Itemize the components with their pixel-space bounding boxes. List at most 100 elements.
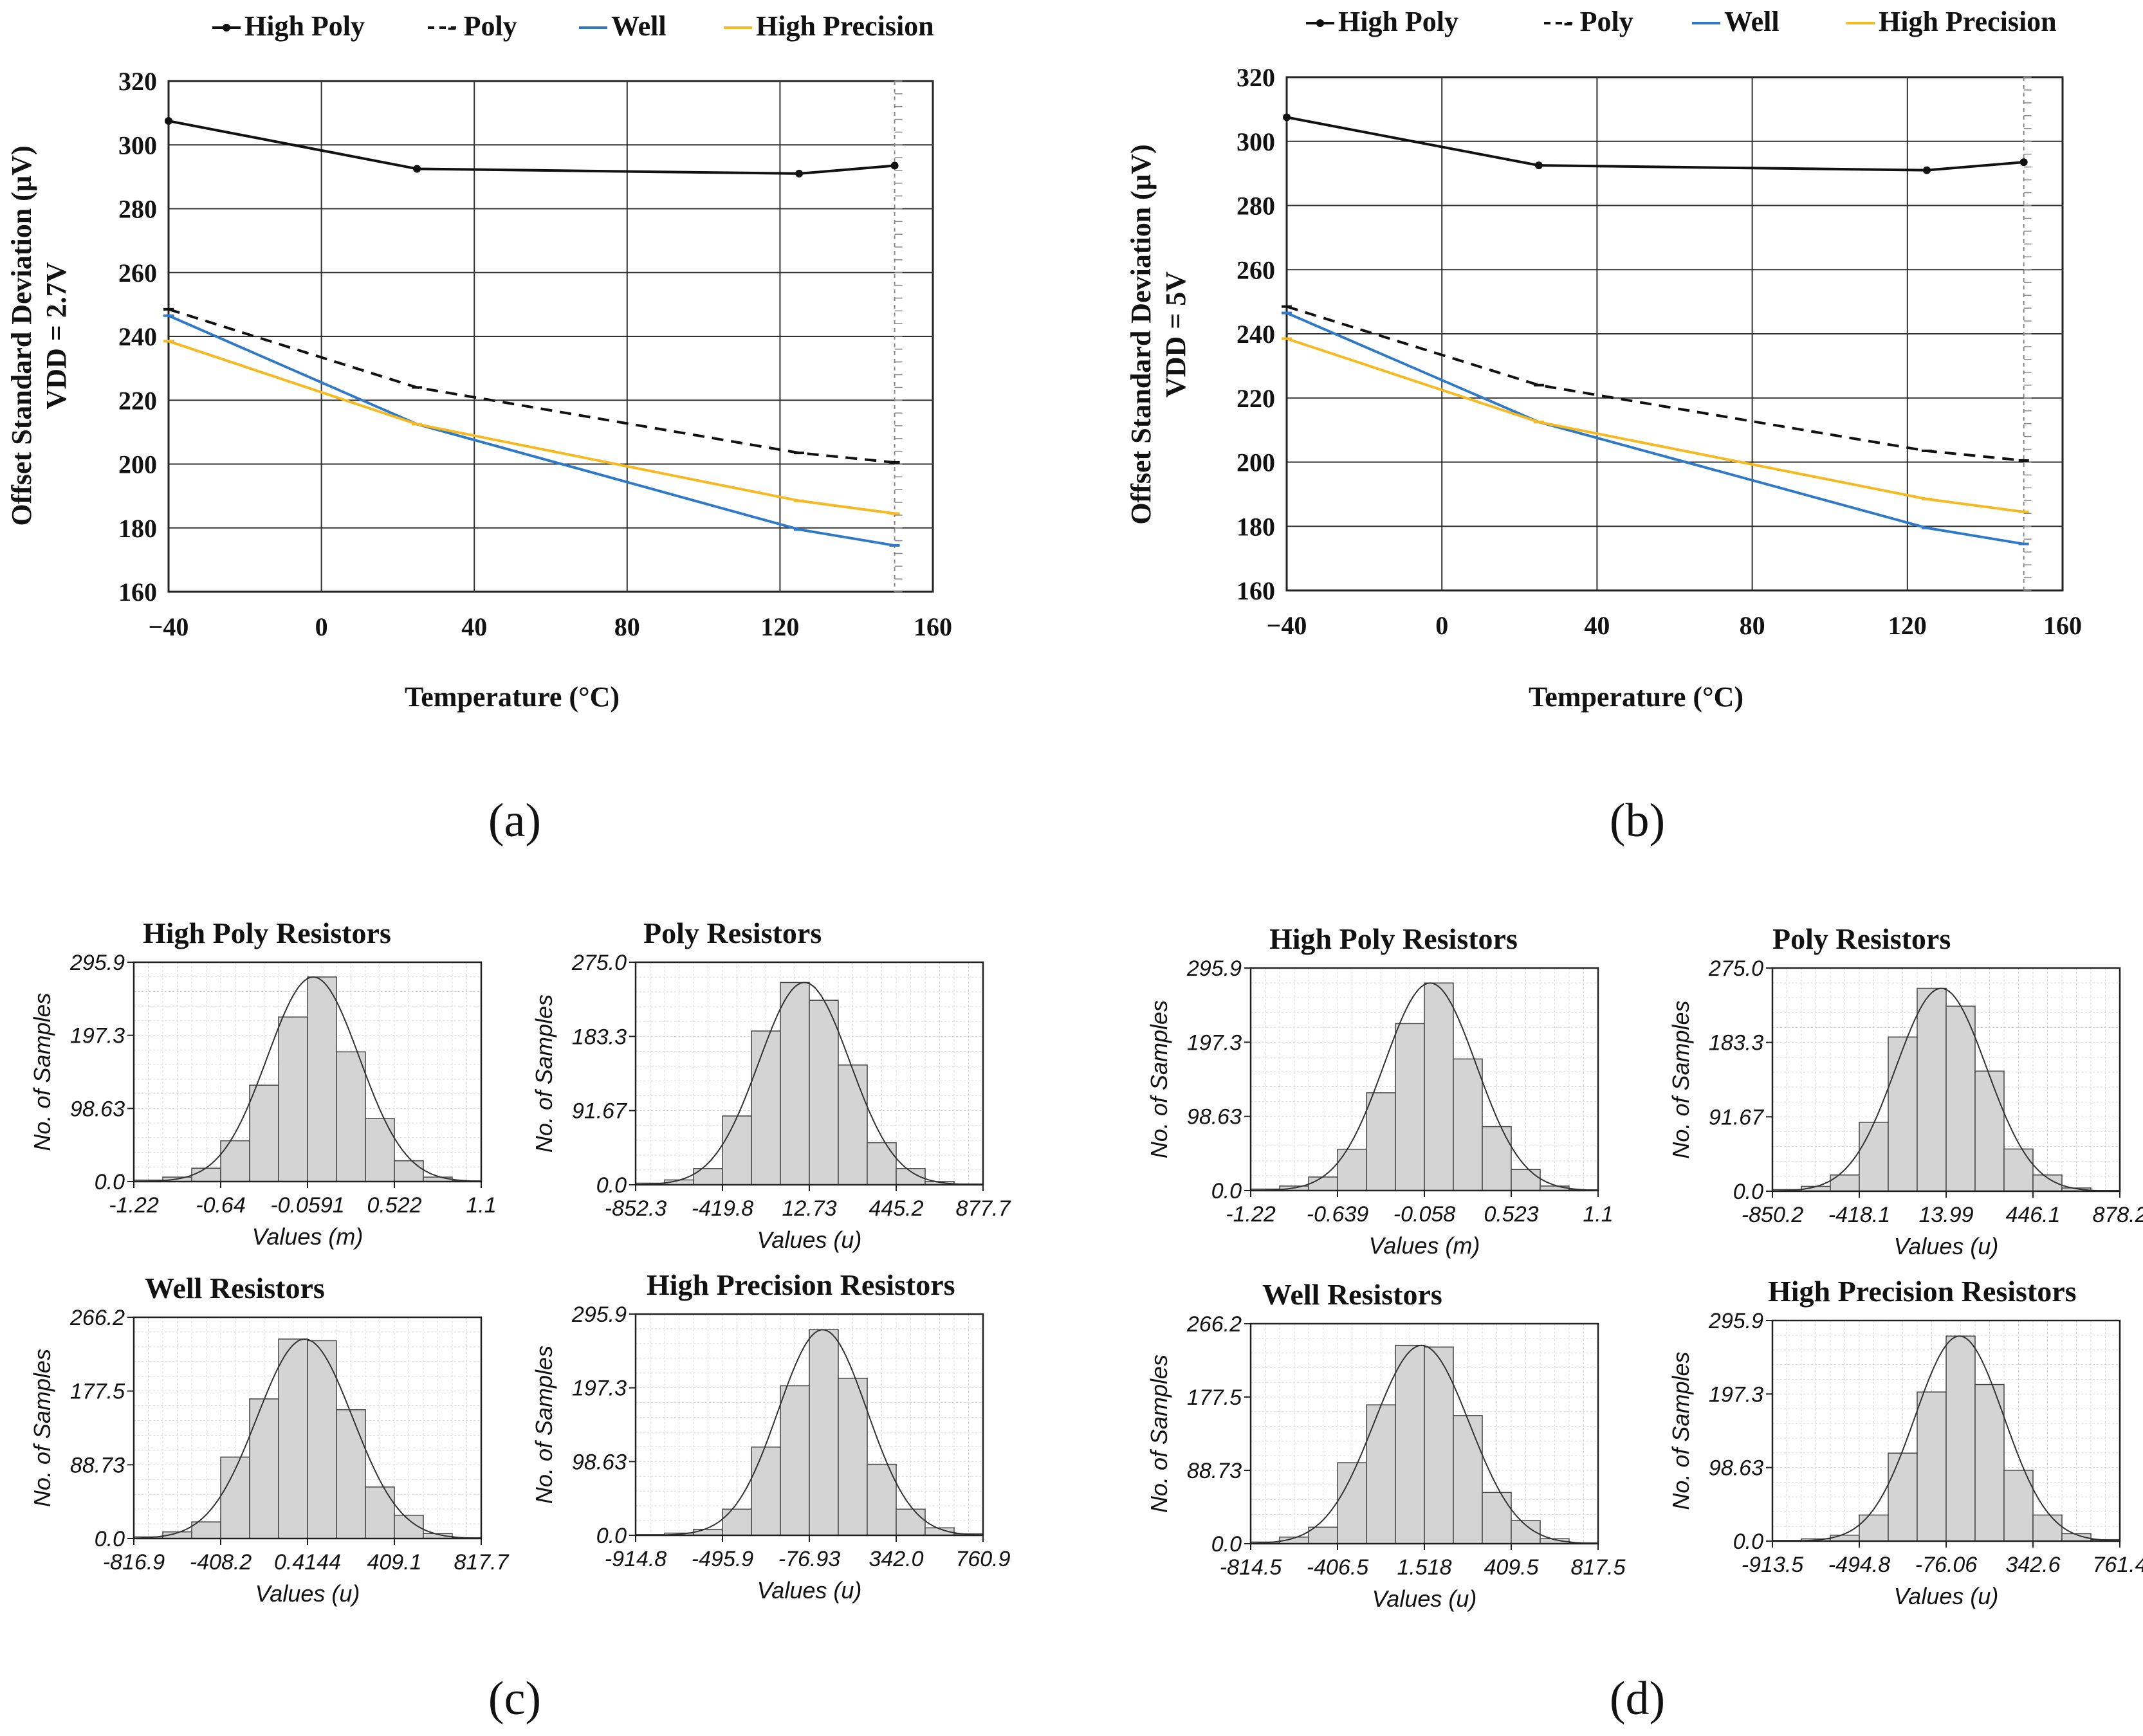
series-line-high-poly [1286,116,2024,172]
series-line-high-precision [1286,337,2024,513]
histogram-bar [1453,1058,1483,1191]
panel-label-d: (d) [1610,1672,1665,1725]
y-axis-sublabel: VDD = 5V [1160,271,1191,397]
series-line-poly [168,307,895,464]
x-tick-label: 342.0 [869,1547,923,1571]
y-tick-label: 240 [1237,320,1275,349]
histogram-bar [191,1521,221,1539]
legend-label-high-poly: High Poly [244,10,365,42]
series-line-well [168,314,895,547]
y-tick-label: 160 [1237,576,1275,605]
y-tick-label: 280 [1237,192,1275,221]
y-tick-label: 200 [118,450,157,479]
y-axis-label: No. of Samples [1146,1355,1172,1513]
y-tick-label: 0.0 [596,1524,627,1548]
y-tick-label: 91.67 [1709,1105,1764,1129]
y-tick-label: 180 [118,514,157,543]
x-tick-label: 0.522 [367,1193,421,1218]
y-axis-label: No. of Samples [1668,1000,1694,1158]
x-tick-label: -419.8 [692,1196,753,1221]
histogram-bar [867,1142,897,1185]
y-tick-label: 183.3 [572,1025,627,1049]
legend-marker-high-poly [1316,19,1324,27]
x-tick-label: -495.9 [692,1547,753,1571]
histogram-c2: Poly Resistors 0.0 91.67 183.3 275.0 -852.3 -4… [531,917,1011,1253]
y-tick-label: 300 [118,131,157,160]
x-axis-label: Values (u) [1372,1585,1477,1612]
histogram-bar [1366,1092,1396,1191]
y-tick-label: 197.3 [572,1376,627,1401]
point-high-poly [165,117,172,125]
x-tick-label: -494.8 [1828,1553,1890,1577]
x-tick-label: 877.7 [955,1196,1011,1221]
histogram-bar [1888,1452,1918,1542]
y-tick-label: 295.9 [1186,956,1242,981]
histogram-title: High Poly Resistors [1269,922,1518,955]
fit-curve [1772,1335,2120,1542]
histogram-bar [1859,1514,1889,1542]
histogram-bar [2032,1514,2063,1542]
legend-label-poly: - Poly [447,10,517,42]
y-axis-label: No. of Samples [531,1346,557,1504]
histogram-c3: Well Resistors 0.0 88.73 177.5 266.2 -816.9 -4… [29,1272,510,1607]
y-axis-label: No. of Samples [1668,1351,1694,1510]
histogram-bar [896,1508,926,1536]
x-axis-label: Values (m) [252,1223,363,1250]
x-tick-label: 761.4 [2092,1553,2143,1577]
point-high-poly [413,165,421,173]
y-tick-label: 320 [118,67,157,96]
x-axis-label: Values (u) [757,1577,862,1604]
x-tick-label: -850.2 [1742,1203,1803,1227]
legend-label-well: Well [1724,6,1780,37]
histogram-bar [780,982,810,1185]
histogram-bar [220,1140,250,1182]
fit-curve [635,1329,984,1536]
y-tick-label: 0.0 [95,1527,125,1551]
x-tick-label: 160 [914,612,952,641]
x-tick-label: 0.523 [1484,1202,1538,1227]
x-tick-label: 0.4144 [274,1550,341,1575]
histogram-title: Poly Resistors [643,917,822,949]
histogram-title: Well Resistors [145,1272,325,1304]
x-tick-label: 342.6 [2005,1553,2060,1577]
y-tick-label: 183.3 [1709,1031,1763,1055]
point-high-poly [2019,158,2028,167]
x-tick-label: 80 [1740,611,1765,640]
panel-label-b: (b) [1610,794,1665,847]
y-tick-label: 275.0 [1708,956,1763,981]
x-tick-label: -408.2 [190,1550,252,1575]
histogram-bar [2003,1148,2034,1192]
legend-label-poly: - Poly [1563,6,1633,37]
fit-curve [133,1338,482,1539]
legend-label-high-poly: High Poly [1338,6,1458,37]
histogram-bar [307,976,337,1182]
x-tick-label: -914.8 [605,1547,667,1571]
point-high-poly [1534,161,1543,170]
x-tick-label: 1.1 [1583,1202,1613,1227]
histogram-bar [1830,1534,1860,1542]
histogram-bar [722,1115,752,1185]
y-tick-label: 0.0 [1211,1179,1242,1203]
legend-label-well: Well [611,10,667,42]
x-tick-label: 409.5 [1484,1555,1538,1580]
x-tick-label: -913.5 [1742,1553,1803,1577]
histogram-d4: High Precision Resistors 0.0 98.63 197.3 295… [1668,1275,2143,1609]
point-high-poly [1922,166,1931,174]
y-tick-label: 91.67 [572,1099,627,1124]
histogram-bar [751,1447,781,1536]
histogram-bar [722,1508,752,1536]
x-tick-label: 1.1 [466,1193,496,1218]
x-axis-label: Temperature (°C) [405,681,620,713]
histogram-bar [2003,1470,2034,1542]
histogram-bar [1308,1176,1338,1191]
histogram-c4: High Precision Resistors 0.0 98.63 197.3 295… [531,1268,1011,1604]
histogram-bar [249,1084,279,1182]
x-axis-label: Values (m) [1369,1232,1480,1259]
y-tick-label: 300 [1237,127,1275,156]
histogram-d2: Poly Resistors 0.0 91.67 183.3 275.0 -850.2 -4… [1668,922,2143,1259]
histogram-bar [336,1051,366,1182]
y-tick-label: 220 [118,386,157,415]
histogram-bar [1511,1169,1541,1191]
histogram-title: Well Resistors [1262,1278,1442,1311]
